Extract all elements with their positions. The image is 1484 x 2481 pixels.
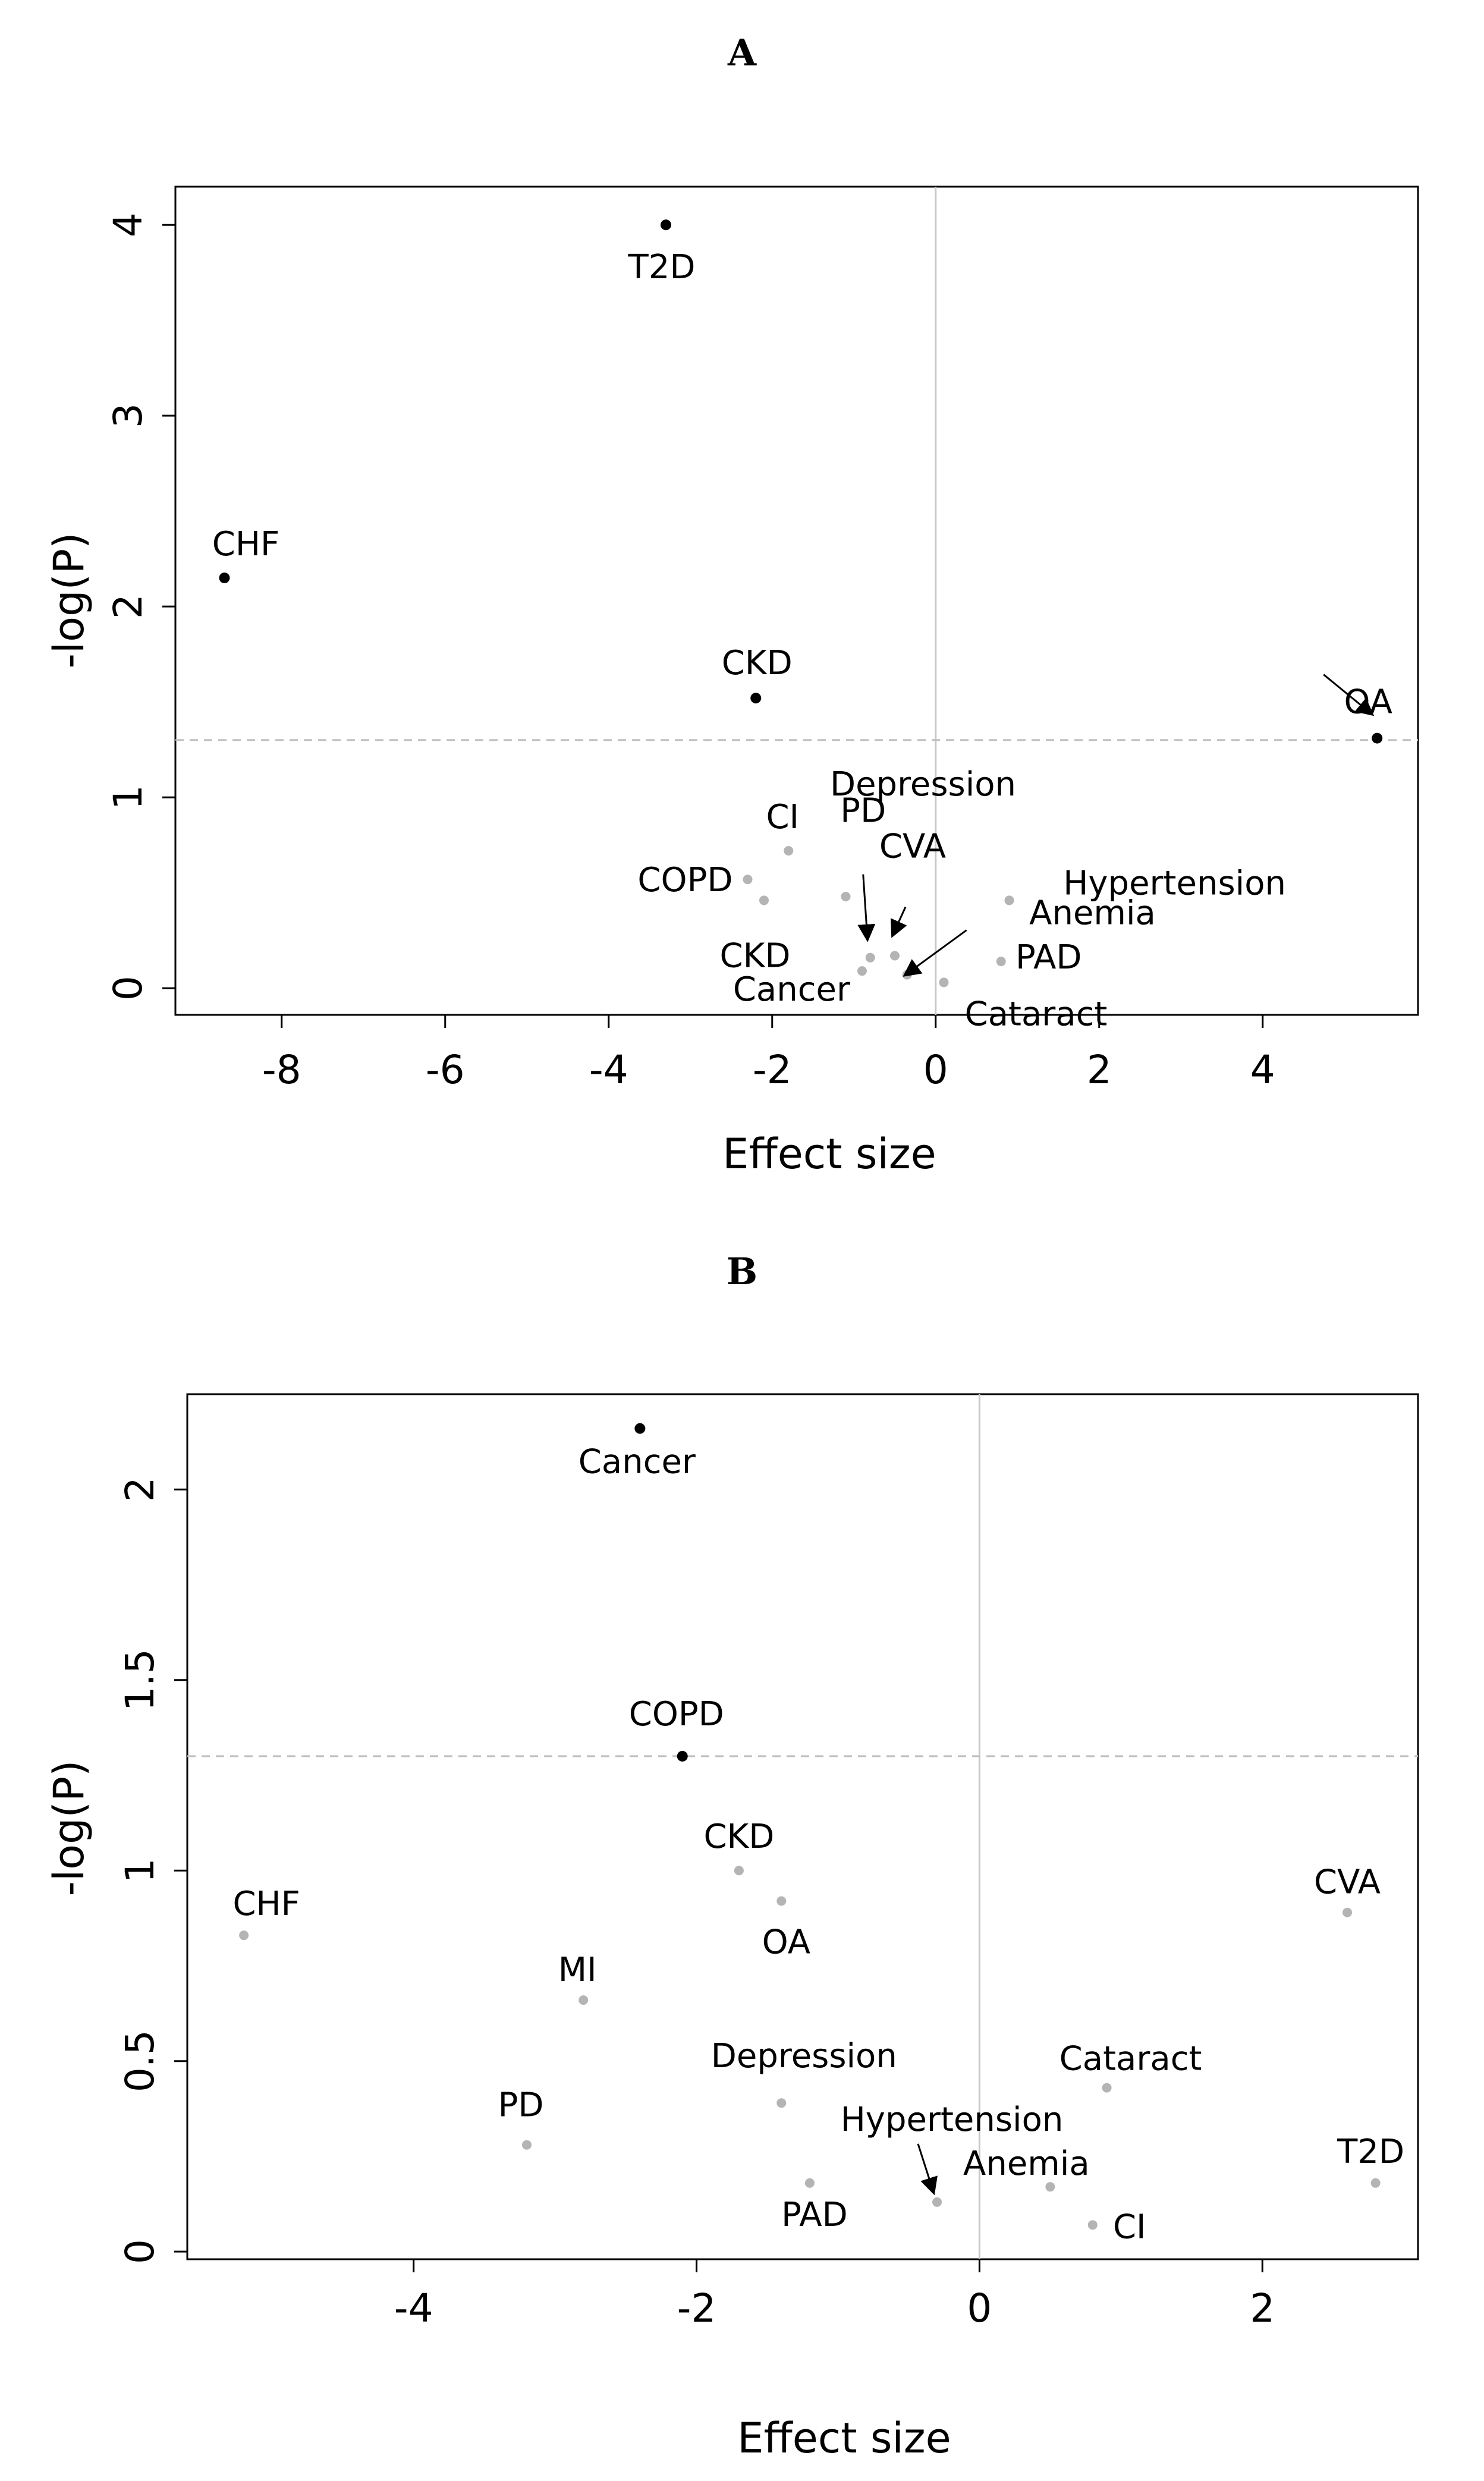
panel-a-x-tick-label: 4 bbox=[1250, 1047, 1275, 1093]
panel-a-y-tick-label: 1 bbox=[105, 785, 151, 810]
panel-b-point-cancer bbox=[634, 1423, 646, 1434]
panel-b-point-label-cancer: Cancer bbox=[578, 1443, 696, 1482]
panel-b-point-label-cva: CVA bbox=[1314, 1863, 1381, 1902]
panel-a-arrow-cva bbox=[891, 906, 907, 938]
panel-b-point-cataract bbox=[1102, 2083, 1112, 2093]
panel-b-y-tick-label: 1 bbox=[117, 1858, 163, 1883]
panel-a-x-tick-label: 0 bbox=[923, 1047, 948, 1093]
panel-a-y-tick-label: 0 bbox=[105, 976, 151, 1001]
panel-a-y-axis-title: -log(P) bbox=[45, 533, 93, 669]
panel-a-point-label-ckd: CKD bbox=[720, 936, 791, 975]
panel-a-point-t2d bbox=[661, 219, 671, 231]
panel-a-point-ckd bbox=[759, 895, 769, 905]
panel-a-plot: -8 -6 -4 -2 0 2 4 0 1 2 3 4 T2D CHF CKD OA CI COPD CKD Depr… bbox=[105, 187, 1418, 1093]
panel-a-point-label-pd: PD bbox=[840, 792, 886, 831]
panel-b-plot: -4 -2 0 2 0 0.5 1 1.5 2 Cancer COPD CKD OA CHF MI CVA Ca… bbox=[117, 1394, 1418, 2331]
panel-a-x-tick-label: -2 bbox=[753, 1047, 792, 1093]
panel-a-point-label-anemia: Anemia bbox=[1029, 894, 1156, 932]
panel-b-point-label-depression: Depression bbox=[711, 2037, 897, 2076]
panel-b-x-tick-label: 2 bbox=[1250, 2285, 1275, 2331]
panel-b-point-ckd bbox=[734, 1866, 744, 1876]
panel-b-point-label-mi: MI bbox=[558, 1951, 597, 1989]
panel-a-arrow-oa bbox=[1323, 674, 1375, 716]
panel-b-x-tick-label: -4 bbox=[394, 2285, 433, 2331]
panel-a-point-label-cva: CVA bbox=[879, 828, 946, 866]
panel-a-point-label-oa: OA bbox=[1344, 683, 1392, 722]
panel-a-point-label-chf: CHF bbox=[212, 525, 279, 564]
panel-a-point-depression bbox=[841, 892, 851, 901]
panel-b-point-pad bbox=[804, 2178, 815, 2188]
panel-b-point-cva bbox=[1342, 1907, 1353, 1917]
panel-b-y-tick-label: 0 bbox=[117, 2239, 163, 2264]
panel-a-point-copd bbox=[743, 875, 753, 885]
panel-b-x-axis-title: Effect size bbox=[737, 2414, 951, 2463]
panel-a-point-label-pad: PAD bbox=[1015, 938, 1082, 977]
panel-a-point-label-depression: Depression bbox=[830, 765, 1016, 804]
panel-a-point-label-t2d: T2D bbox=[628, 248, 696, 287]
panel-b-y-axis-title: -log(P) bbox=[45, 1760, 93, 1897]
panel-a-point-ci bbox=[784, 845, 794, 856]
panel-a-y-tick-label: 2 bbox=[105, 594, 151, 619]
panel-b-point-mi bbox=[578, 1995, 589, 2005]
panel-b-letter: B bbox=[727, 1250, 757, 1293]
panel-b-x-tick-label: -2 bbox=[677, 2285, 716, 2331]
panel-a-point-ckd bbox=[750, 693, 762, 704]
panel-b-point-label-pad: PAD bbox=[781, 2196, 848, 2234]
panel-b-point-label-cataract: Cataract bbox=[1059, 2040, 1202, 2078]
panel-b-point-oa bbox=[776, 1896, 787, 1906]
panel-b-point-depression bbox=[776, 2098, 787, 2108]
panel-b-point-label-oa: OA bbox=[762, 1923, 810, 1961]
panel-a-point-label-ci: CI bbox=[766, 798, 799, 837]
panel-a-point-label-cataract: Cataract bbox=[965, 995, 1108, 1033]
panel-b-point-label-ci: CI bbox=[1113, 2208, 1146, 2246]
panel-a-point-cva bbox=[890, 951, 900, 961]
panel-b-point-label-ckd: CKD bbox=[703, 1817, 774, 1856]
panel-a-x-tick-label: -8 bbox=[262, 1047, 301, 1093]
panel-b: B -4 -2 0 2 0 0.5 1 1.5 2 Cancer COPD CKD OA CHF MI CVA… bbox=[45, 1250, 1419, 2463]
panel-b-arrow-hypertension bbox=[917, 2143, 938, 2196]
panel-a-x-tick-label: -6 bbox=[426, 1047, 465, 1093]
panel-a-letter: A bbox=[727, 31, 757, 74]
panel-a-plot-frame bbox=[174, 185, 1419, 1016]
panel-b-point-t2d bbox=[1370, 2178, 1381, 2188]
panel-b-point-pd bbox=[522, 2140, 532, 2150]
panel-a-point-label-hypertension: Hypertension bbox=[1063, 864, 1286, 903]
panel-b-point-label-chf: CHF bbox=[232, 1885, 300, 1923]
panel-a: A -8 -6 -4 -2 0 2 4 0 1 2 3 4 T2D CHF CKD OA CI COPD CKD De… bbox=[45, 31, 1419, 1178]
panel-a-x-axis-title: Effect size bbox=[722, 1130, 936, 1178]
panel-a-y-tick-label: 3 bbox=[105, 403, 151, 428]
panel-a-point-pd bbox=[865, 952, 875, 963]
panel-a-point-label-cancer: Cancer bbox=[733, 970, 851, 1009]
panel-a-point-chf bbox=[219, 572, 230, 583]
panel-b-point-hypertension bbox=[932, 2197, 942, 2207]
panel-a-arrow-pd bbox=[857, 874, 876, 942]
panel-a-point-pad bbox=[996, 957, 1006, 967]
panel-b-point-chf bbox=[239, 1930, 249, 1941]
panel-a-point-cancer bbox=[857, 966, 867, 976]
panel-b-point-label-hypertension: Hypertension bbox=[841, 2100, 1064, 2139]
panel-b-point-label-copd: COPD bbox=[629, 1695, 724, 1734]
panel-b-y-tick-label: 2 bbox=[117, 1477, 163, 1502]
panel-b-y-tick-label: 0.5 bbox=[117, 2030, 163, 2092]
panel-b-x-tick-label: 0 bbox=[967, 2285, 992, 2331]
panel-a-point-label-ckd: CKD bbox=[722, 644, 793, 683]
panel-a-point-cataract bbox=[939, 977, 949, 988]
panel-a-point-anemia bbox=[1004, 895, 1014, 905]
panel-b-point-copd bbox=[677, 1750, 688, 1762]
panel-b-y-tick-label: 1.5 bbox=[117, 1649, 163, 1711]
panel-a-x-tick-label: 2 bbox=[1087, 1047, 1112, 1093]
panel-b-point-anemia bbox=[1045, 2182, 1055, 2192]
panel-b-point-label-t2d: T2D bbox=[1337, 2133, 1404, 2171]
panel-a-point-oa bbox=[1372, 732, 1383, 744]
panel-b-point-ci bbox=[1087, 2220, 1098, 2230]
panel-a-arrow-hypertension bbox=[903, 929, 967, 977]
panel-a-y-tick-label: 4 bbox=[105, 212, 151, 237]
panel-b-point-label-anemia: Anemia bbox=[963, 2144, 1090, 2183]
panel-a-x-tick-label: -4 bbox=[589, 1047, 628, 1093]
panel-b-point-label-pd: PD bbox=[498, 2086, 544, 2125]
panel-b-plot-frame bbox=[186, 1393, 1419, 2260]
panel-a-point-label-copd: COPD bbox=[637, 861, 732, 900]
